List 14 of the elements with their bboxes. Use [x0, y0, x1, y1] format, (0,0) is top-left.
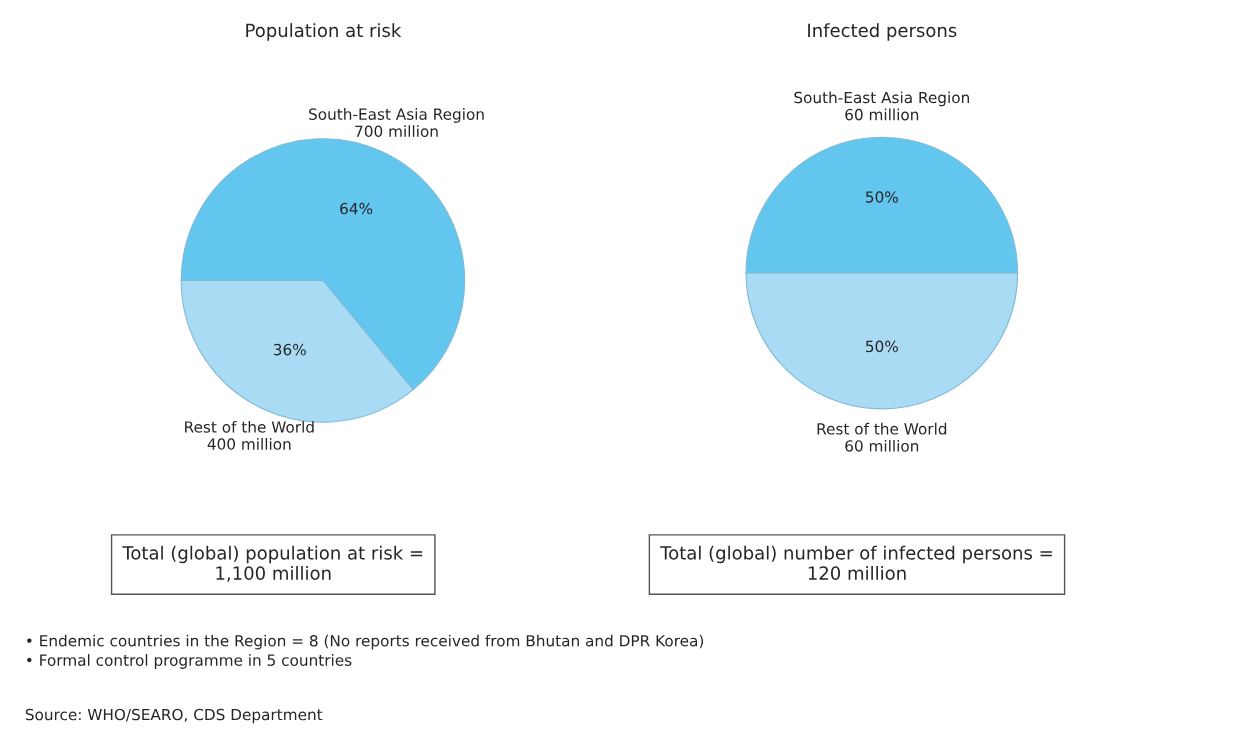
slice-label: South-East Asia Region 60 million [794, 91, 969, 121]
slice-label: Rest of the World 60 million [817, 422, 947, 452]
text: • Endemic countries in the Region = 8 (No reports received from Bhutan and DPR Korea) • Formal control programme in 5 countries [27, 634, 704, 669]
data-label: 50% [866, 340, 898, 353]
slice-label: South-East Asia Region 700 million [309, 108, 484, 138]
text: Total (global) number of infected persons = 120 million [660, 545, 1052, 580]
data-label: 50% [866, 191, 898, 203]
data-label: 64% [340, 202, 373, 215]
chart-title: Population at risk [246, 23, 402, 41]
text: Total (global) population at risk = 1,100 million [122, 545, 423, 582]
slice-label: Rest of the World 400 million [185, 420, 314, 450]
source-note: Source: WHO/SEARO, CDS Department [25, 708, 323, 724]
data-label: 36% [273, 343, 306, 356]
chart-title: Infected persons [808, 23, 957, 41]
